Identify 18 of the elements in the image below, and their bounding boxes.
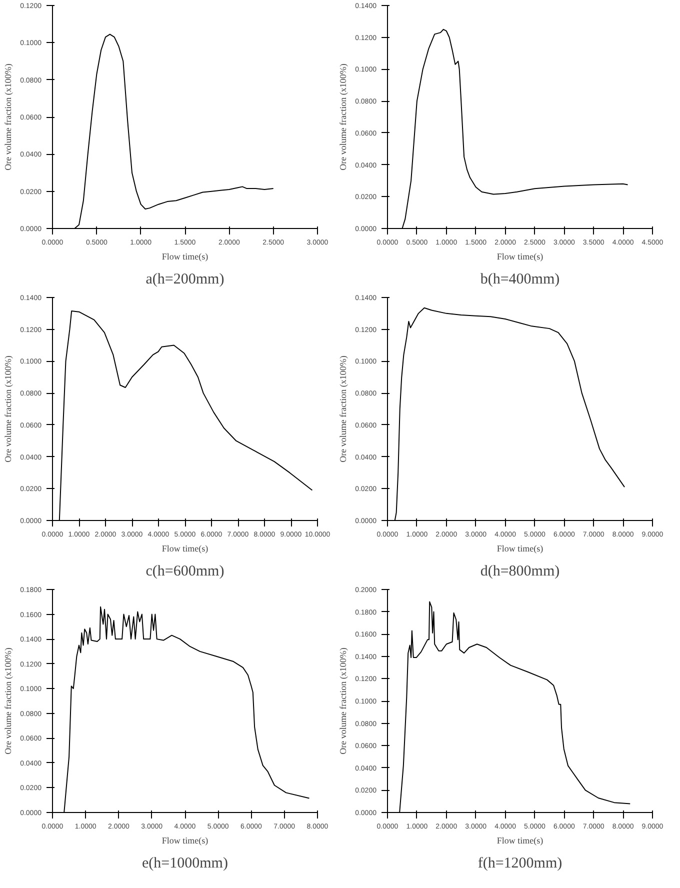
y-axis-title: Ore volume fraction (x100%) <box>338 648 348 754</box>
text: f(h=1200mm) <box>478 856 562 872</box>
text: c(h=600mm) <box>146 564 224 580</box>
x-axis-title: Flow time(s) <box>496 252 544 262</box>
x-axis-title: Flow time(s) <box>162 836 208 846</box>
y-axis-title: Ore volume fraction (x100%) <box>338 64 348 170</box>
x-axis-title: Flow time(s) <box>496 544 544 554</box>
text: b(h=400mm) <box>480 272 560 288</box>
y-axis-title: Ore volume fraction (x100%) <box>3 648 14 754</box>
y-axis-title: Ore volume fraction (x100%) <box>3 64 14 170</box>
y-axis-title: Ore volume fraction (x100%) <box>338 356 348 462</box>
x-axis-title: Flow time(s) <box>162 252 208 262</box>
x-axis-title: Flow time(s) <box>162 544 208 554</box>
text: a(h=200mm) <box>146 272 224 288</box>
text: d(h=800mm) <box>480 564 560 580</box>
x-axis-title: Flow time(s) <box>496 836 544 846</box>
text: e(h=1000mm) <box>142 856 228 872</box>
y-axis-title: Ore volume fraction (x100%) <box>3 356 14 462</box>
